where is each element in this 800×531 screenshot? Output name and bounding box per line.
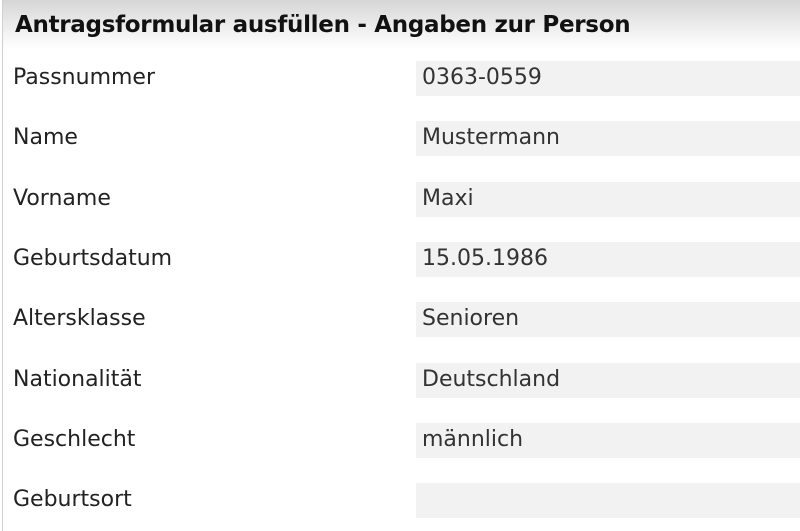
field-value[interactable]: 15.05.1986	[416, 241, 800, 277]
field-value-text: Deutschland	[422, 366, 561, 392]
field-value[interactable]: 0363-0559	[416, 61, 800, 96]
field-label: Geburtsdatum	[13, 245, 173, 271]
field-label: Altersklasse	[13, 306, 146, 332]
field-value[interactable]: Senioren	[416, 302, 800, 338]
field-value-text: Mustermann	[422, 125, 561, 151]
field-label: Vorname	[13, 185, 111, 211]
form-row: Nationalität Deutschland	[3, 362, 800, 399]
field-value[interactable]: männlich	[416, 422, 800, 458]
field-value[interactable]: Deutschland	[416, 362, 800, 398]
field-label: Nationalität	[13, 366, 142, 392]
field-value[interactable]: Mustermann	[416, 121, 800, 157]
form-header: Antragsformular ausfüllen - Angaben zur …	[3, 0, 800, 50]
form-row: Name Mustermann	[3, 121, 800, 157]
form-row: Geschlecht männlich	[3, 422, 800, 459]
field-value-text: Maxi	[422, 185, 474, 211]
field-label: Passnummer	[13, 65, 156, 90]
field-value-text: männlich	[422, 426, 524, 452]
field-value-text: 15.05.1986	[422, 245, 548, 271]
form-row: Geburtsort	[3, 483, 800, 519]
field-value[interactable]	[416, 483, 800, 519]
field-label: Geburtsort	[13, 487, 132, 513]
form-row: Geburtsdatum 15.05.1986	[3, 241, 800, 278]
field-value-text: 0363-0559	[422, 65, 542, 90]
form-row: Altersklasse Senioren	[3, 302, 800, 338]
field-label: Geschlecht	[13, 426, 136, 452]
form-row: Vorname Maxi	[3, 181, 800, 218]
form-title: Antragsformular ausfüllen - Angaben zur …	[15, 12, 631, 38]
field-value-text: Senioren	[422, 306, 520, 332]
field-value[interactable]: Maxi	[416, 181, 800, 217]
field-label: Name	[13, 125, 78, 151]
form-row: Passnummer 0363-0559	[3, 61, 800, 97]
